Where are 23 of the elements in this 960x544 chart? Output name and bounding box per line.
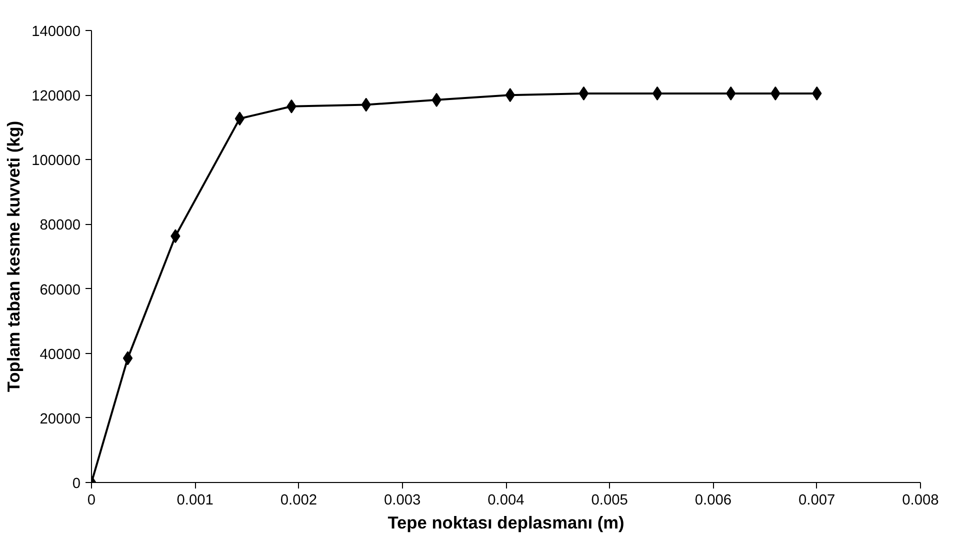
y-tick-label: 60000 (40, 282, 81, 298)
y-tick-label: 20000 (40, 411, 81, 428)
point (578, 86, 589, 100)
x-tick-label: 0.006 (694, 492, 732, 508)
y-tick-label: 140000 (32, 24, 81, 40)
y-tick-label: 40000 (40, 346, 81, 363)
x-axis-title: Tepe noktası deplasmanı (m) (388, 512, 624, 532)
y-tick-label: 120000 (32, 88, 81, 105)
point (234, 112, 245, 126)
x-tick-label: 0.001 (176, 492, 214, 508)
x-tick-label: 0.005 (591, 492, 628, 508)
x-tick-label: 0.004 (488, 492, 524, 508)
x-tick-label: 0.008 (902, 492, 939, 508)
x-tick-label: 0.007 (798, 492, 836, 508)
y-tick-label: 100000 (32, 153, 81, 170)
y-axis-title: Toplam taban kesme kuvveti (kg) (4, 120, 24, 392)
y-tick-label: 80000 (40, 218, 81, 234)
x-tick-label: 0 (87, 492, 96, 508)
point (122, 351, 133, 366)
y-tick-label: 0 (72, 476, 81, 492)
x-tick-label: 0.002 (280, 492, 318, 508)
point (652, 86, 662, 100)
x-tick-label: 0.003 (384, 492, 421, 508)
